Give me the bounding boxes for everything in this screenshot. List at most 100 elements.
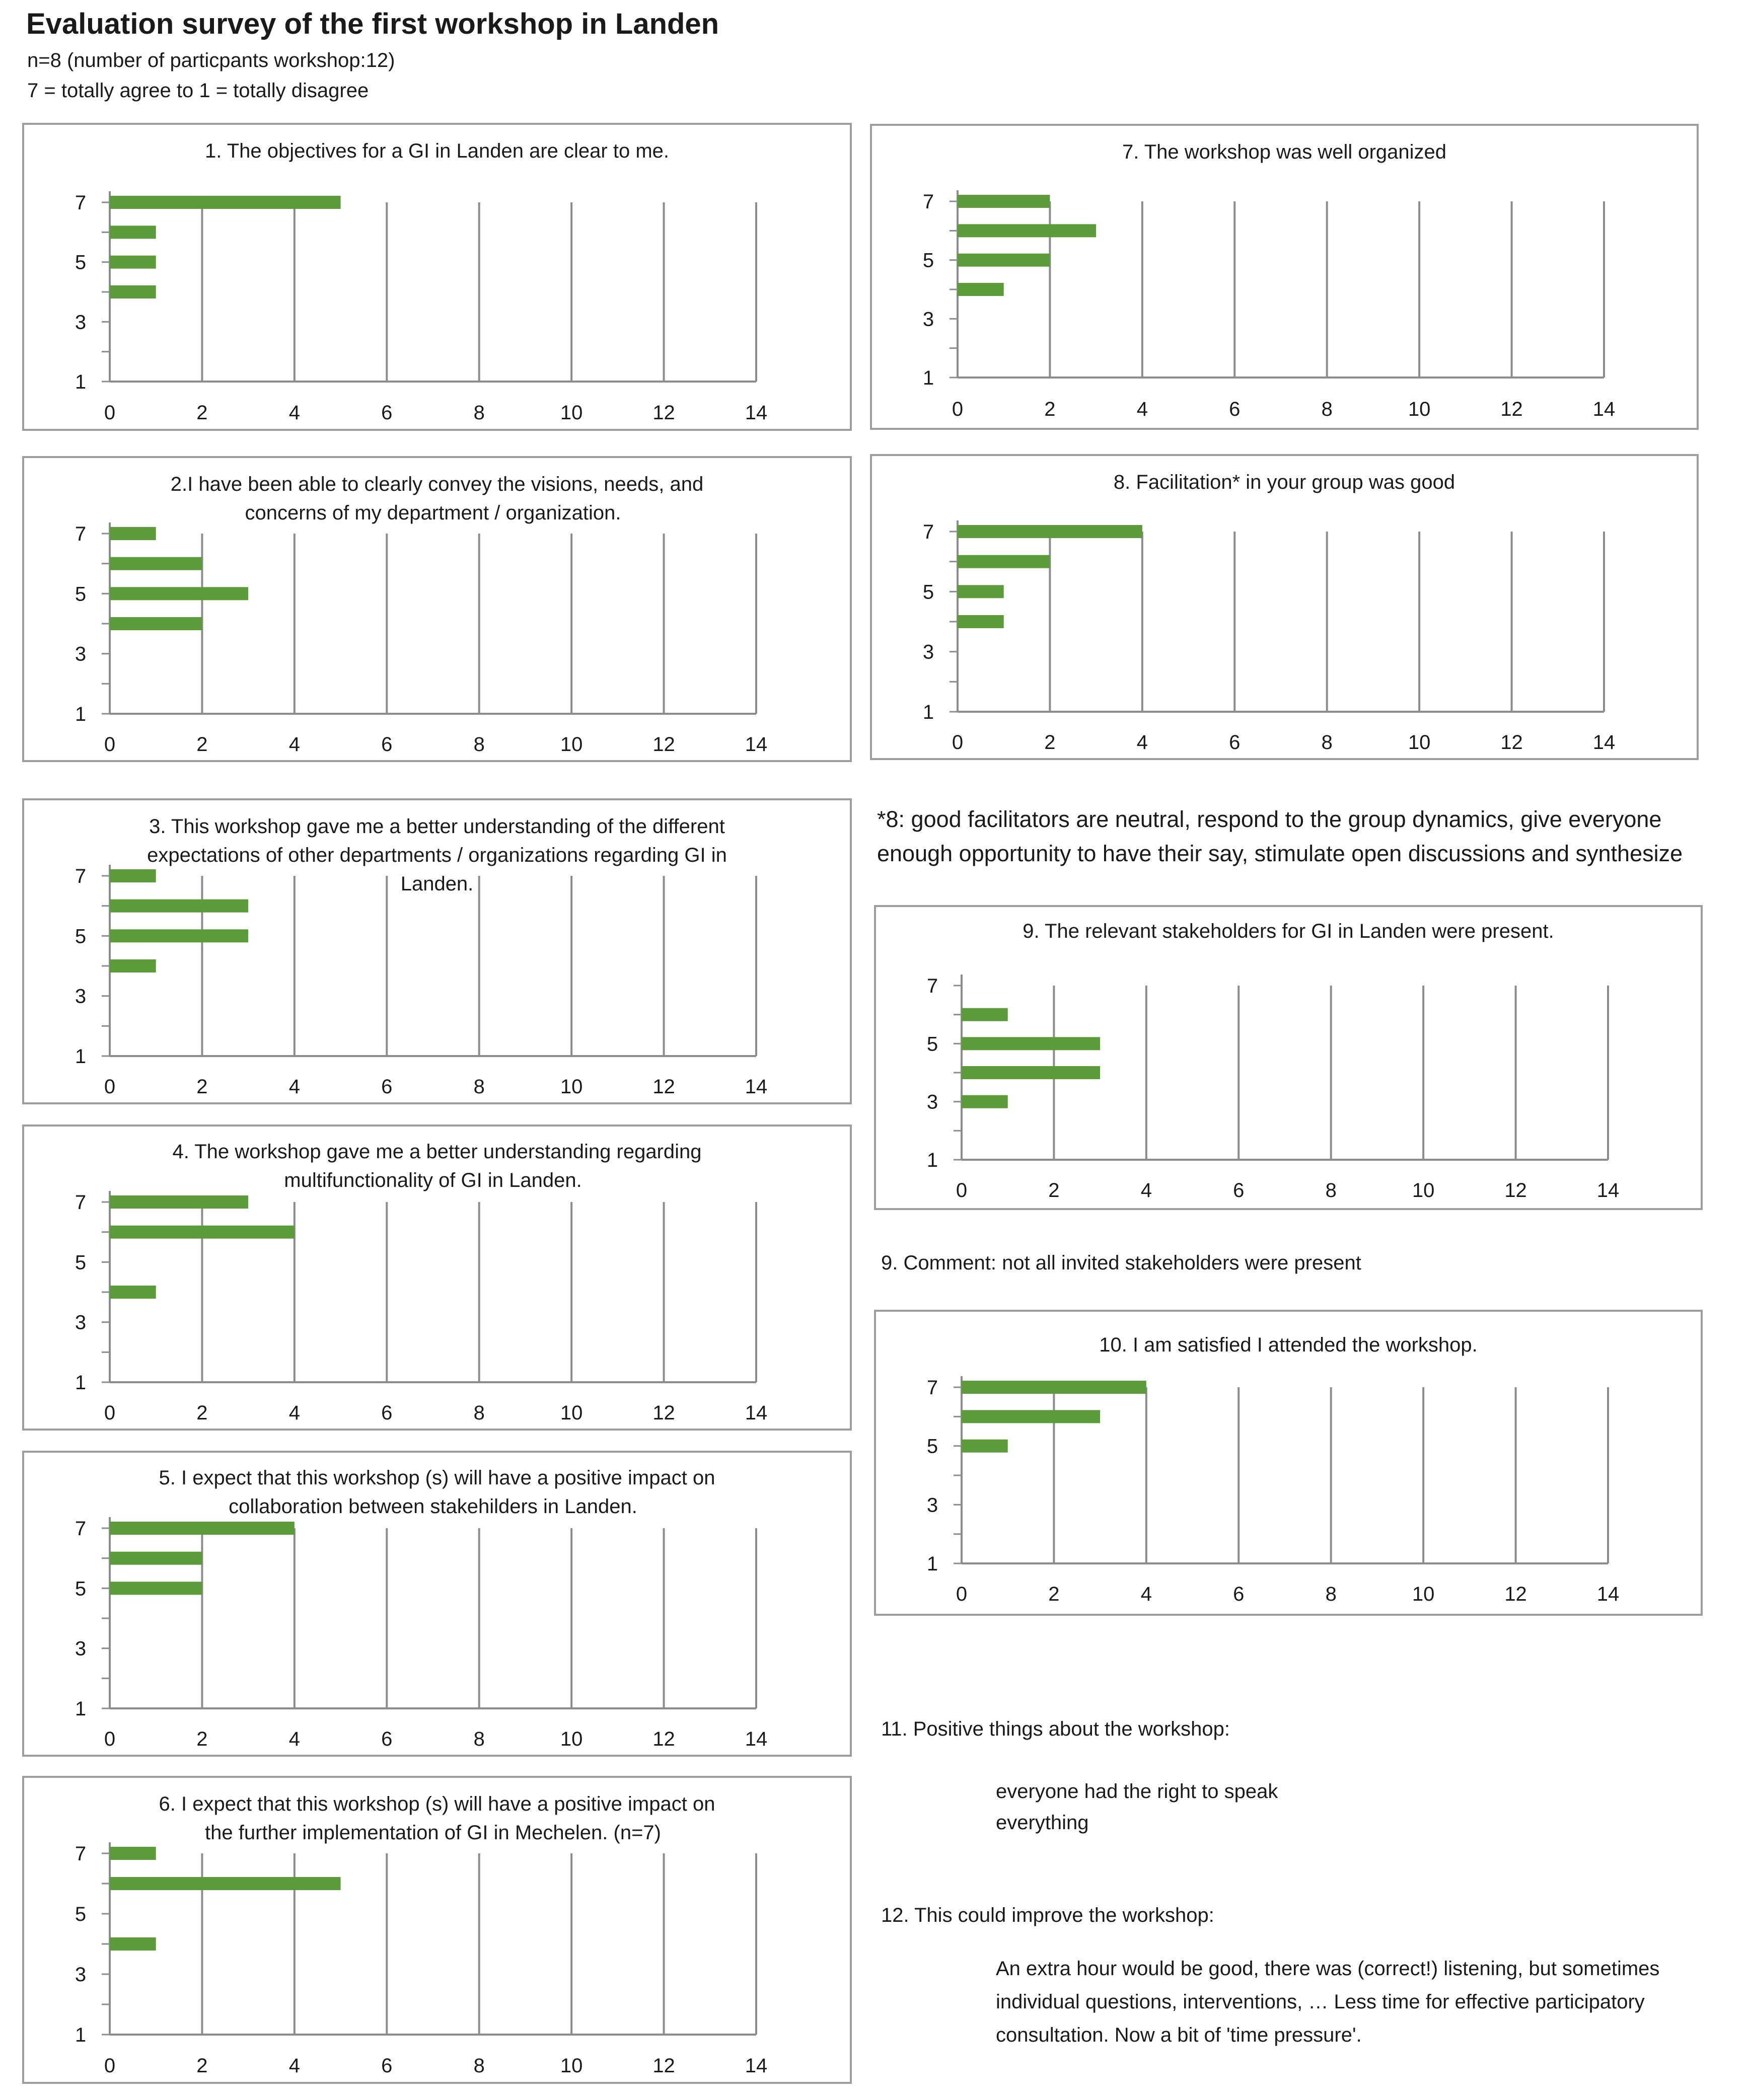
x-tick-label: 8 [474, 402, 485, 424]
chart-title-line: 3. This workshop gave me a better unders… [149, 815, 725, 838]
x-tick-label: 14 [1597, 1179, 1620, 1202]
x-tick-label: 12 [652, 402, 675, 424]
chart-title: 10. I am satisfied I attended the worksh… [876, 1331, 1701, 1360]
x-tick-label: 0 [104, 2055, 115, 2077]
x-tick-label: 14 [1593, 398, 1616, 420]
x-tick-label: 6 [381, 1402, 392, 1424]
bar [110, 617, 202, 630]
chart-title-line: multifunctionality of GI in Landen. [284, 1169, 582, 1191]
x-tick-label: 12 [652, 2055, 675, 2077]
bar [110, 557, 202, 570]
bar [110, 1847, 156, 1860]
y-tick-label: 5 [923, 581, 934, 603]
y-tick-label: 3 [75, 1312, 86, 1334]
chart-title: 4. The workshop gave me a better underst… [24, 1138, 850, 1195]
chart-title: 3. This workshop gave me a better unders… [24, 812, 850, 898]
chart-plot: 0 2 4 6 8 10 12 14 7 5 3 1 [75, 1517, 767, 1750]
x-tick-label: 10 [560, 733, 583, 756]
y-tick-label: 5 [75, 1578, 86, 1600]
chart-q10: 10. I am satisfied I attended the worksh… [874, 1310, 1703, 1616]
y-tick-label: 5 [923, 250, 934, 272]
chart-plot: 0 2 4 6 8 10 12 14 7 5 3 1 [927, 974, 1620, 1202]
y-tick-label: 1 [75, 2024, 86, 2046]
x-tick-label: 2 [196, 402, 207, 424]
bar [962, 1410, 1101, 1423]
page-title: Evaluation survey of the first workshop … [26, 8, 719, 40]
chart-plot: 0 2 4 6 8 10 12 14 7 5 3 1 [927, 1376, 1619, 1605]
chart-plot: 0 2 4 6 8 10 12 14 7 5 3 1 [923, 520, 1615, 754]
bar [110, 285, 156, 298]
x-tick-label: 10 [1408, 731, 1431, 754]
x-tick-label: 4 [289, 1728, 300, 1750]
x-tick-label: 8 [1326, 1179, 1337, 1202]
bar [958, 585, 1004, 598]
x-tick-label: 14 [745, 1076, 768, 1098]
bar [110, 587, 249, 601]
y-tick-label: 3 [923, 308, 934, 330]
chart-q6: 6. I expect that this workshop (s) will … [22, 1776, 852, 2084]
x-tick-label: 0 [952, 731, 963, 754]
chart-q8: 8. Facilitation* in your group was good … [870, 454, 1699, 760]
y-tick-label: 3 [75, 643, 86, 665]
y-tick-label: 3 [923, 641, 934, 663]
chart-q5: 5. I expect that this workshop (s) will … [22, 1451, 852, 1757]
x-tick-label: 6 [381, 402, 392, 424]
chart-plot: 0 2 4 6 8 10 12 14 7 5 3 1 [75, 522, 767, 756]
bar [110, 1582, 202, 1595]
x-tick-label: 10 [1408, 398, 1431, 420]
bar [962, 1037, 1101, 1051]
bar [110, 959, 156, 972]
x-tick-label: 10 [560, 1728, 583, 1750]
x-tick-label: 8 [474, 1728, 485, 1750]
y-tick-label: 3 [927, 1494, 938, 1516]
chart-title-line: 8. Facilitation* in your group was good [1113, 471, 1455, 493]
x-tick-label: 14 [745, 1402, 768, 1424]
y-tick-label: 1 [75, 371, 86, 393]
chart-title: 6. I expect that this workshop (s) will … [24, 1790, 850, 1847]
x-tick-label: 14 [745, 402, 768, 424]
bar [110, 1937, 156, 1951]
chart-title-line: concerns of my department / organization… [245, 502, 621, 524]
chart-plot: 0 2 4 6 8 10 12 14 7 5 3 1 [75, 865, 768, 1098]
chart-q3: 3. This workshop gave me a better unders… [22, 798, 852, 1104]
y-tick-label: 5 [927, 1033, 938, 1055]
x-tick-label: 0 [104, 1076, 115, 1098]
x-tick-label: 0 [104, 1402, 115, 1424]
x-tick-label: 12 [1504, 1179, 1527, 1202]
page-subtitle-scale: 7 = totally agree to 1 = totally disagre… [27, 80, 369, 102]
y-tick-label: 7 [75, 865, 86, 887]
bar [110, 899, 249, 913]
y-tick-label: 3 [75, 1964, 86, 1986]
x-tick-label: 8 [1322, 731, 1333, 754]
bar [110, 1195, 249, 1209]
x-tick-label: 0 [956, 1583, 967, 1605]
chart-q1: 1. The objectives for a GI in Landen are… [22, 123, 852, 431]
chart-title-line: 7. The workshop was well organized [1122, 141, 1447, 163]
chart-plot: 0 2 4 6 8 10 12 14 7 5 3 1 [75, 1191, 768, 1424]
chart-title-line: 2.I have been able to clearly convey the… [170, 473, 704, 495]
x-tick-label: 8 [1326, 1583, 1337, 1605]
chart-q7: 7. The workshop was well organized 0 2 4 6 8… [870, 124, 1699, 430]
y-tick-label: 7 [75, 523, 86, 545]
q11-item: everything [996, 1812, 1089, 1834]
chart-title-line: expectations of other departments / orga… [147, 844, 727, 866]
q12-line: An extra hour would be good, there was (… [996, 1958, 1660, 1980]
x-tick-label: 2 [196, 1076, 207, 1098]
x-tick-label: 0 [952, 398, 963, 420]
chart-title-line: 4. The workshop gave me a better underst… [172, 1141, 702, 1163]
y-tick-label: 5 [75, 1251, 86, 1273]
bar [110, 1877, 341, 1890]
bar [958, 224, 1097, 238]
x-tick-label: 2 [196, 2055, 207, 2077]
bar [110, 1225, 295, 1239]
x-tick-label: 4 [1137, 398, 1148, 420]
y-tick-label: 7 [75, 1191, 86, 1214]
chart-q9: 9. The relevant stakeholders for GI in L… [874, 905, 1703, 1210]
x-tick-label: 6 [381, 1728, 392, 1750]
y-tick-label: 7 [75, 1518, 86, 1540]
chart-title: 5. I expect that this workshop (s) will … [24, 1464, 850, 1521]
chart-title-line: Landen. [400, 873, 474, 895]
x-tick-label: 10 [560, 1402, 583, 1424]
x-tick-label: 8 [474, 733, 485, 756]
x-tick-label: 12 [652, 733, 675, 756]
